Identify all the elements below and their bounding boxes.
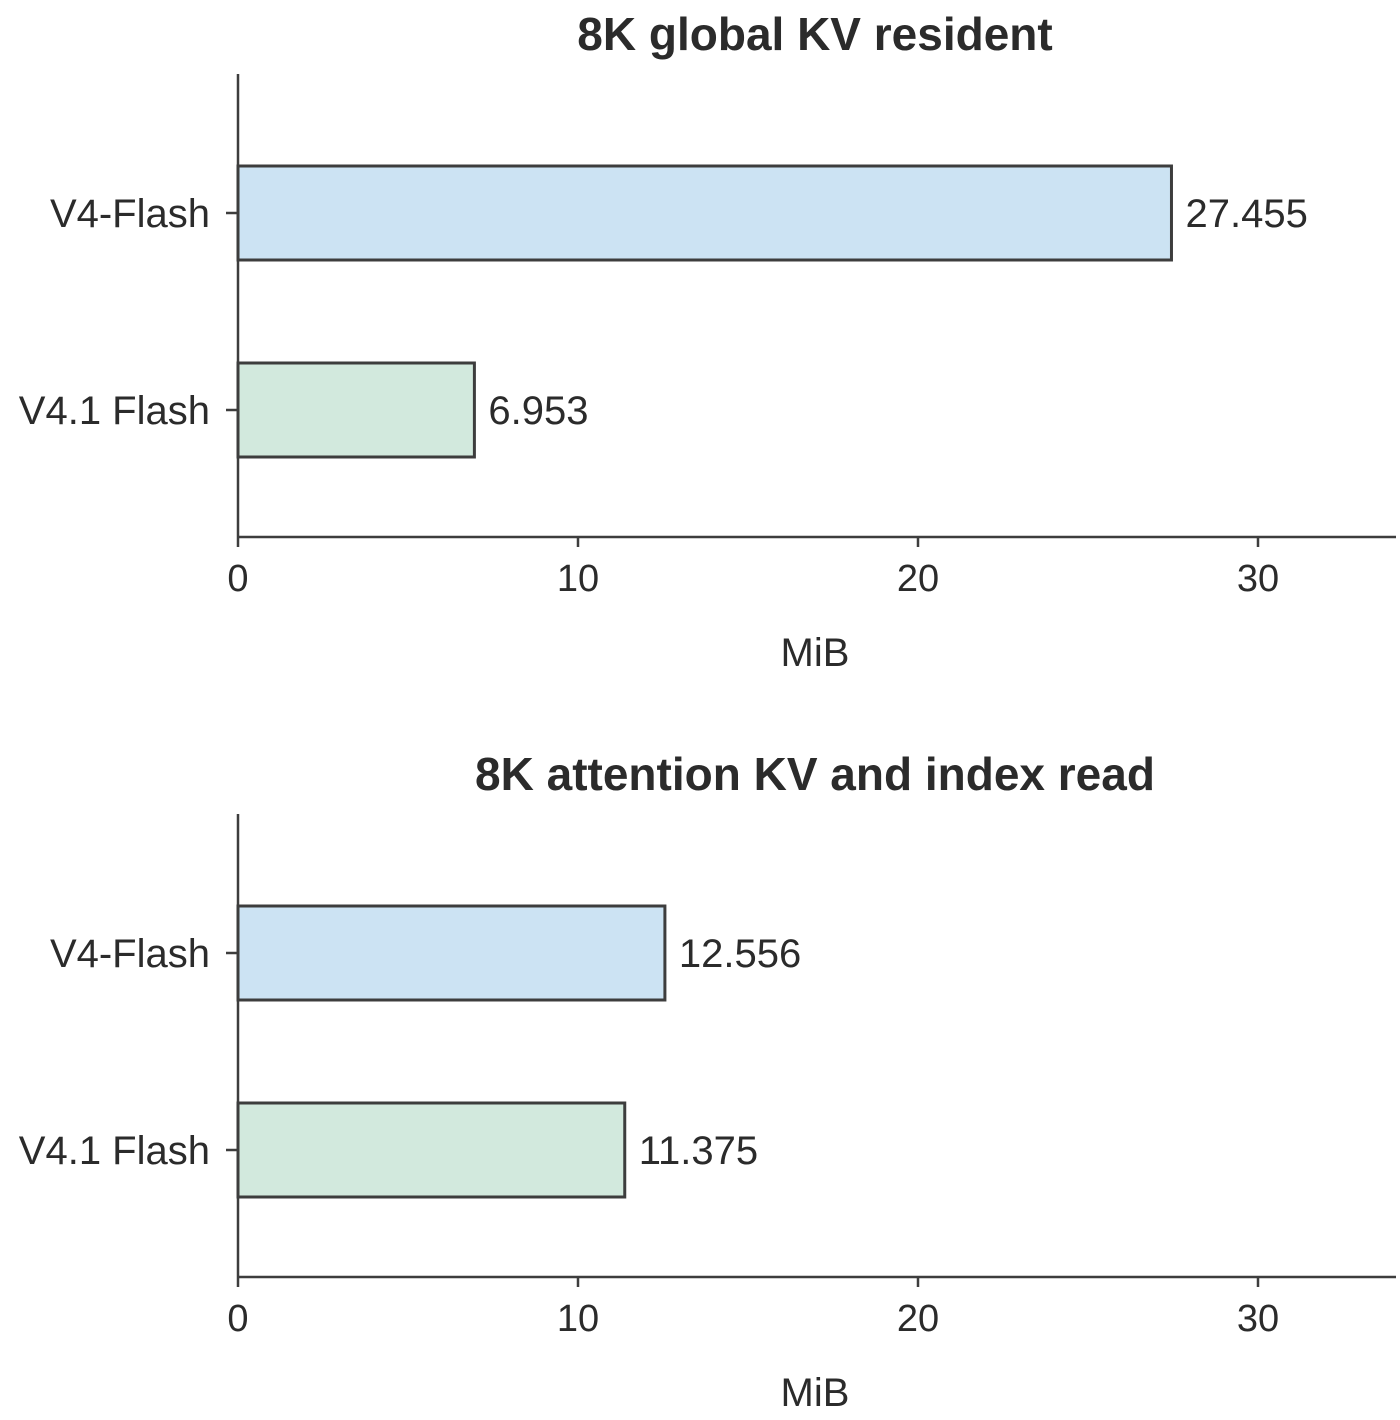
chart-2-category-label: V4.1 Flash: [19, 1129, 210, 1173]
chart-1-x-tick-label: 20: [897, 558, 939, 600]
chart-2-bar: [236, 1101, 627, 1199]
chart-1-value-label: 27.455: [1185, 192, 1307, 236]
chart-1-category-label: V4-Flash: [50, 192, 210, 236]
chart-1-bar: [236, 164, 1173, 262]
chart-2-x-tick-label: 10: [557, 1298, 599, 1340]
chart-2-bar: [236, 904, 667, 1002]
chart-1-x-axis-label: MiB: [781, 631, 850, 675]
chart-panel-2: 8K attention KV and index read 0 10 20 30 V4…: [19, 748, 1396, 1415]
chart-1-x-tick-label: 30: [1237, 558, 1279, 600]
chart-2-x-tick-label: 0: [227, 1298, 248, 1340]
chart-1-title: 8K global KV resident: [577, 8, 1052, 60]
chart-1-x-tick-label: 0: [227, 558, 248, 600]
chart-1-bar: [236, 361, 476, 459]
chart-2-value-label: 12.556: [679, 932, 801, 976]
chart-2-title: 8K attention KV and index read: [475, 748, 1155, 800]
chart-2-x-axis-label: MiB: [781, 1371, 850, 1415]
chart-1-value-label: 6.953: [488, 389, 588, 433]
chart-2-value-label: 11.375: [639, 1129, 758, 1173]
chart-2-x-tick-label: 20: [897, 1298, 939, 1340]
chart-2-x-tick-label: 30: [1237, 1298, 1279, 1340]
chart-2-category-label: V4-Flash: [50, 932, 210, 976]
chart-1-category-label: V4.1 Flash: [19, 389, 210, 433]
chart-1-x-tick-label: 10: [557, 558, 599, 600]
chart-panel-1: 8K global KV resident 0 10 20 30 V4-Flash 27.…: [19, 8, 1396, 675]
